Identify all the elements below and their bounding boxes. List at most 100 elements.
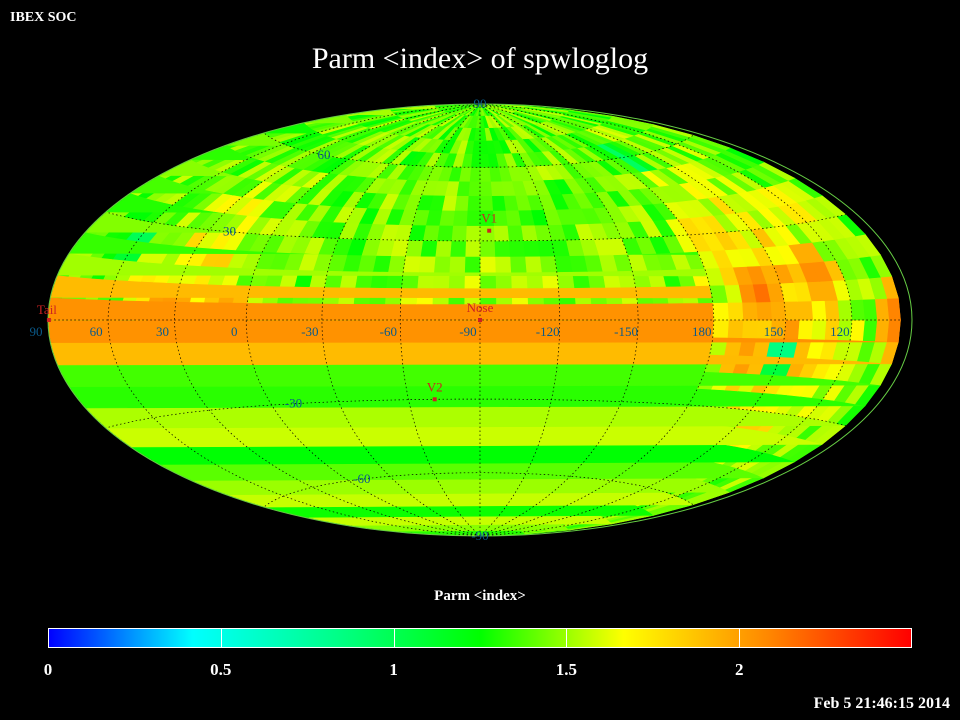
longitude-label: 180 [692,324,712,339]
colorbar-divider [220,629,222,647]
organization-label: IBEX SOC [10,10,77,25]
longitude-label: -60 [380,324,397,339]
sky-pixel [727,319,744,339]
sky-pixel [849,319,865,341]
sky-pixel [452,210,468,226]
sky-pixel [158,461,795,481]
markers: V1 Nose V2 Tail [37,211,497,402]
sky-pixel [479,195,494,211]
marker-v2-point [432,397,437,402]
sky-pixel [469,166,481,182]
latitude-label: -90 [471,528,488,543]
sky-pixel [862,319,878,342]
sky-pixel [810,300,827,321]
grid-labels: 60 30 0 -30 -60 -90 -120 -150 180 150 120 90 90 60 30 -… [30,96,850,543]
colorbar-tick-label: 0.5 [210,660,232,679]
sky-pixel [490,180,504,197]
longitude-label: 120 [830,324,850,339]
sky-pixel [712,319,729,338]
sky-pixel [554,255,573,273]
longitude-label: 30 [156,324,169,339]
sky-pixel [874,319,890,342]
sky-pixel [454,195,469,211]
sky-pixel [450,225,467,242]
colorbar-divider [739,629,741,647]
sky-pixel [479,240,496,257]
sky-pixel [824,299,840,321]
sky-pixel [129,444,823,465]
sky-pixel [508,240,526,257]
page-title: Parm <index> of spwloglog [311,42,649,75]
colorbar-tick-label: 0 [43,660,53,679]
sky-pixel [755,301,772,321]
colorbar-tick-label: 2 [734,660,744,679]
longitude-label: 0 [231,324,238,339]
grid-line [479,104,853,536]
latitude-label: 60 [318,147,331,162]
marker-nose-point [478,318,482,322]
sky-pixel [862,298,878,321]
latitude-label: 30 [223,224,236,239]
sky-pixel [837,299,853,321]
sky-pixel [712,302,729,321]
grid-line [108,398,855,429]
sky-pixel [810,319,827,340]
sky-pixel [727,301,744,321]
sky-pixel [797,319,814,340]
sky-pixel [505,209,522,226]
sky-pixel [539,255,558,273]
longitude-label: 90 [30,324,43,339]
grid-line [399,104,481,536]
marker-nose-label: Nose [467,300,494,315]
longitude-label: 60 [90,324,103,339]
sky-pixel [783,300,800,321]
sky-pixel [467,181,481,197]
latitude-label: -30 [285,396,302,411]
longitude-label: -30 [301,324,318,339]
sky-pixel [479,256,496,273]
longitude-label: -90 [459,324,476,339]
sky-pixel [479,181,493,197]
sky-pixel [464,256,481,273]
sky-pixel [479,166,491,182]
sky-pixel [105,425,847,448]
sky-pixel [491,195,506,211]
sky-pixels [48,104,901,536]
sky-pixel [433,255,451,273]
grid-line [479,104,715,536]
colorbar-tick-label: 1.5 [555,660,578,679]
sky-pixel [769,301,786,321]
sky-pixel [522,240,540,257]
sky-pixel [434,240,452,257]
sky-pixel [402,255,421,273]
marker-v1-label: V1 [481,211,497,226]
sky-pixel [418,255,436,273]
sky-pixel [783,319,800,340]
grid-line [479,104,639,536]
sky-pixel [420,240,438,257]
sky-pixel [436,224,454,242]
marker-tail-label: Tail [37,302,57,317]
colorbar-tick-label: 1 [389,660,398,679]
sky-pixel [524,255,542,273]
colorbar-title: Parm <index> [434,588,526,604]
sky-pixel [464,240,481,257]
latitude-label: 90 [474,96,487,111]
sky-pixel [709,284,728,304]
grid-line [321,104,481,536]
sky-pixel [536,239,555,257]
colorbar [48,628,912,648]
sky-pixel [568,255,588,272]
latitude-label: -60 [353,471,370,486]
sky-pixel [506,224,524,242]
marker-v2-label: V2 [427,379,443,394]
grid-line [264,132,697,168]
longitude-label: -120 [536,324,560,339]
timestamp: Feb 5 21:46:15 2014 [813,695,950,712]
sky-pixel [449,240,467,257]
sky-pixel [448,256,466,273]
marker-v1-point [487,228,492,233]
sky-pixel [479,140,489,154]
longitude-label: 150 [764,324,784,339]
